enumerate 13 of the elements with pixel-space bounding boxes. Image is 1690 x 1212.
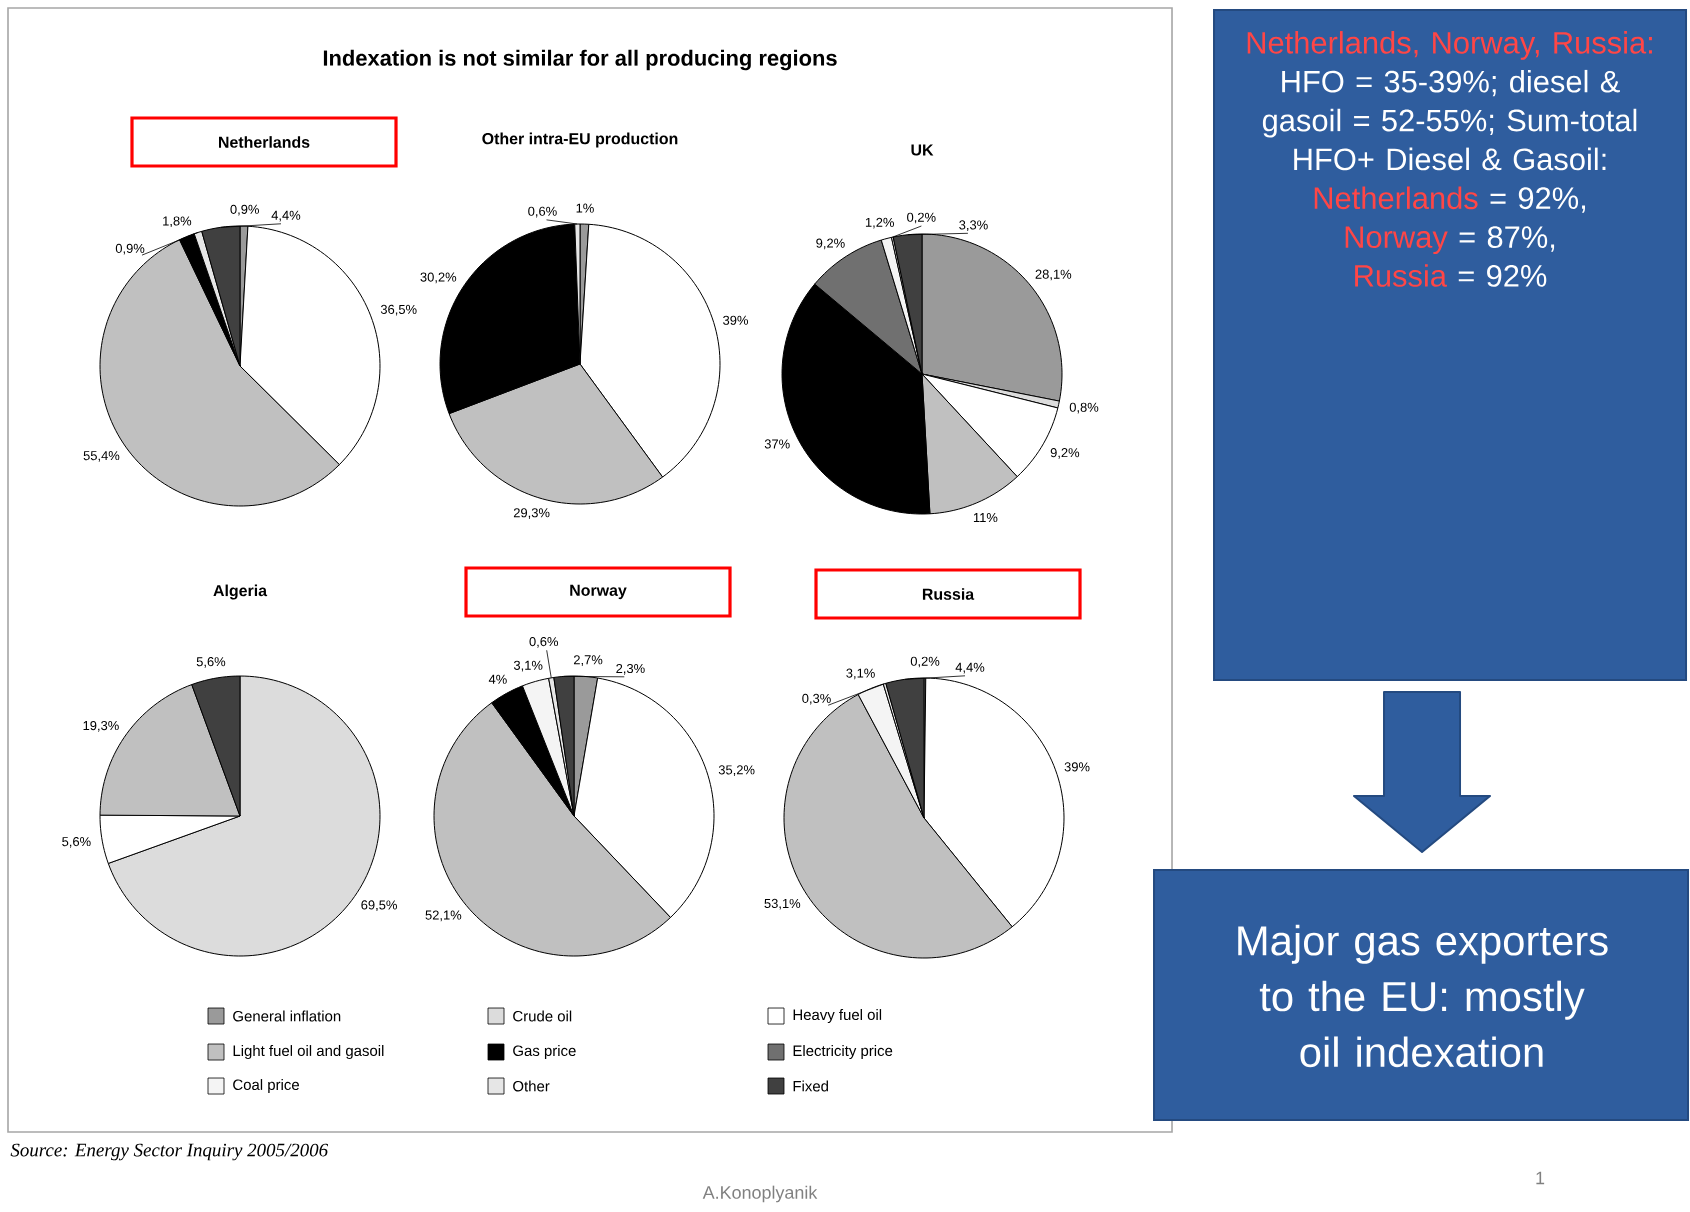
text: 1 [1536,1171,1545,1185]
text: Norway [1345,226,1448,255]
source-note: Source: Energy Sector Inquiry 2005/2006 [10,1143,329,1161]
text: Major gas exporters to the EU: mostly oil indexation [1238,924,1608,1068]
text: = 92%, [1490,187,1585,213]
text: Indexation is not similar for all producing regions [323,49,837,71]
text: = 87%, [1459,226,1555,252]
text: Netherlands [1314,186,1478,210]
text: Netherlands, Norway, Russia: [1247,31,1652,60]
text: HFO = 35-39%; diesel & gasoil = 52-55%; Sum-total HFO+ Diesel & Gasoil: [1262,69,1637,171]
text: A.Konoplyanik [702,1185,818,1203]
text: Russia [1355,264,1447,287]
text: = 92% [1458,264,1547,287]
